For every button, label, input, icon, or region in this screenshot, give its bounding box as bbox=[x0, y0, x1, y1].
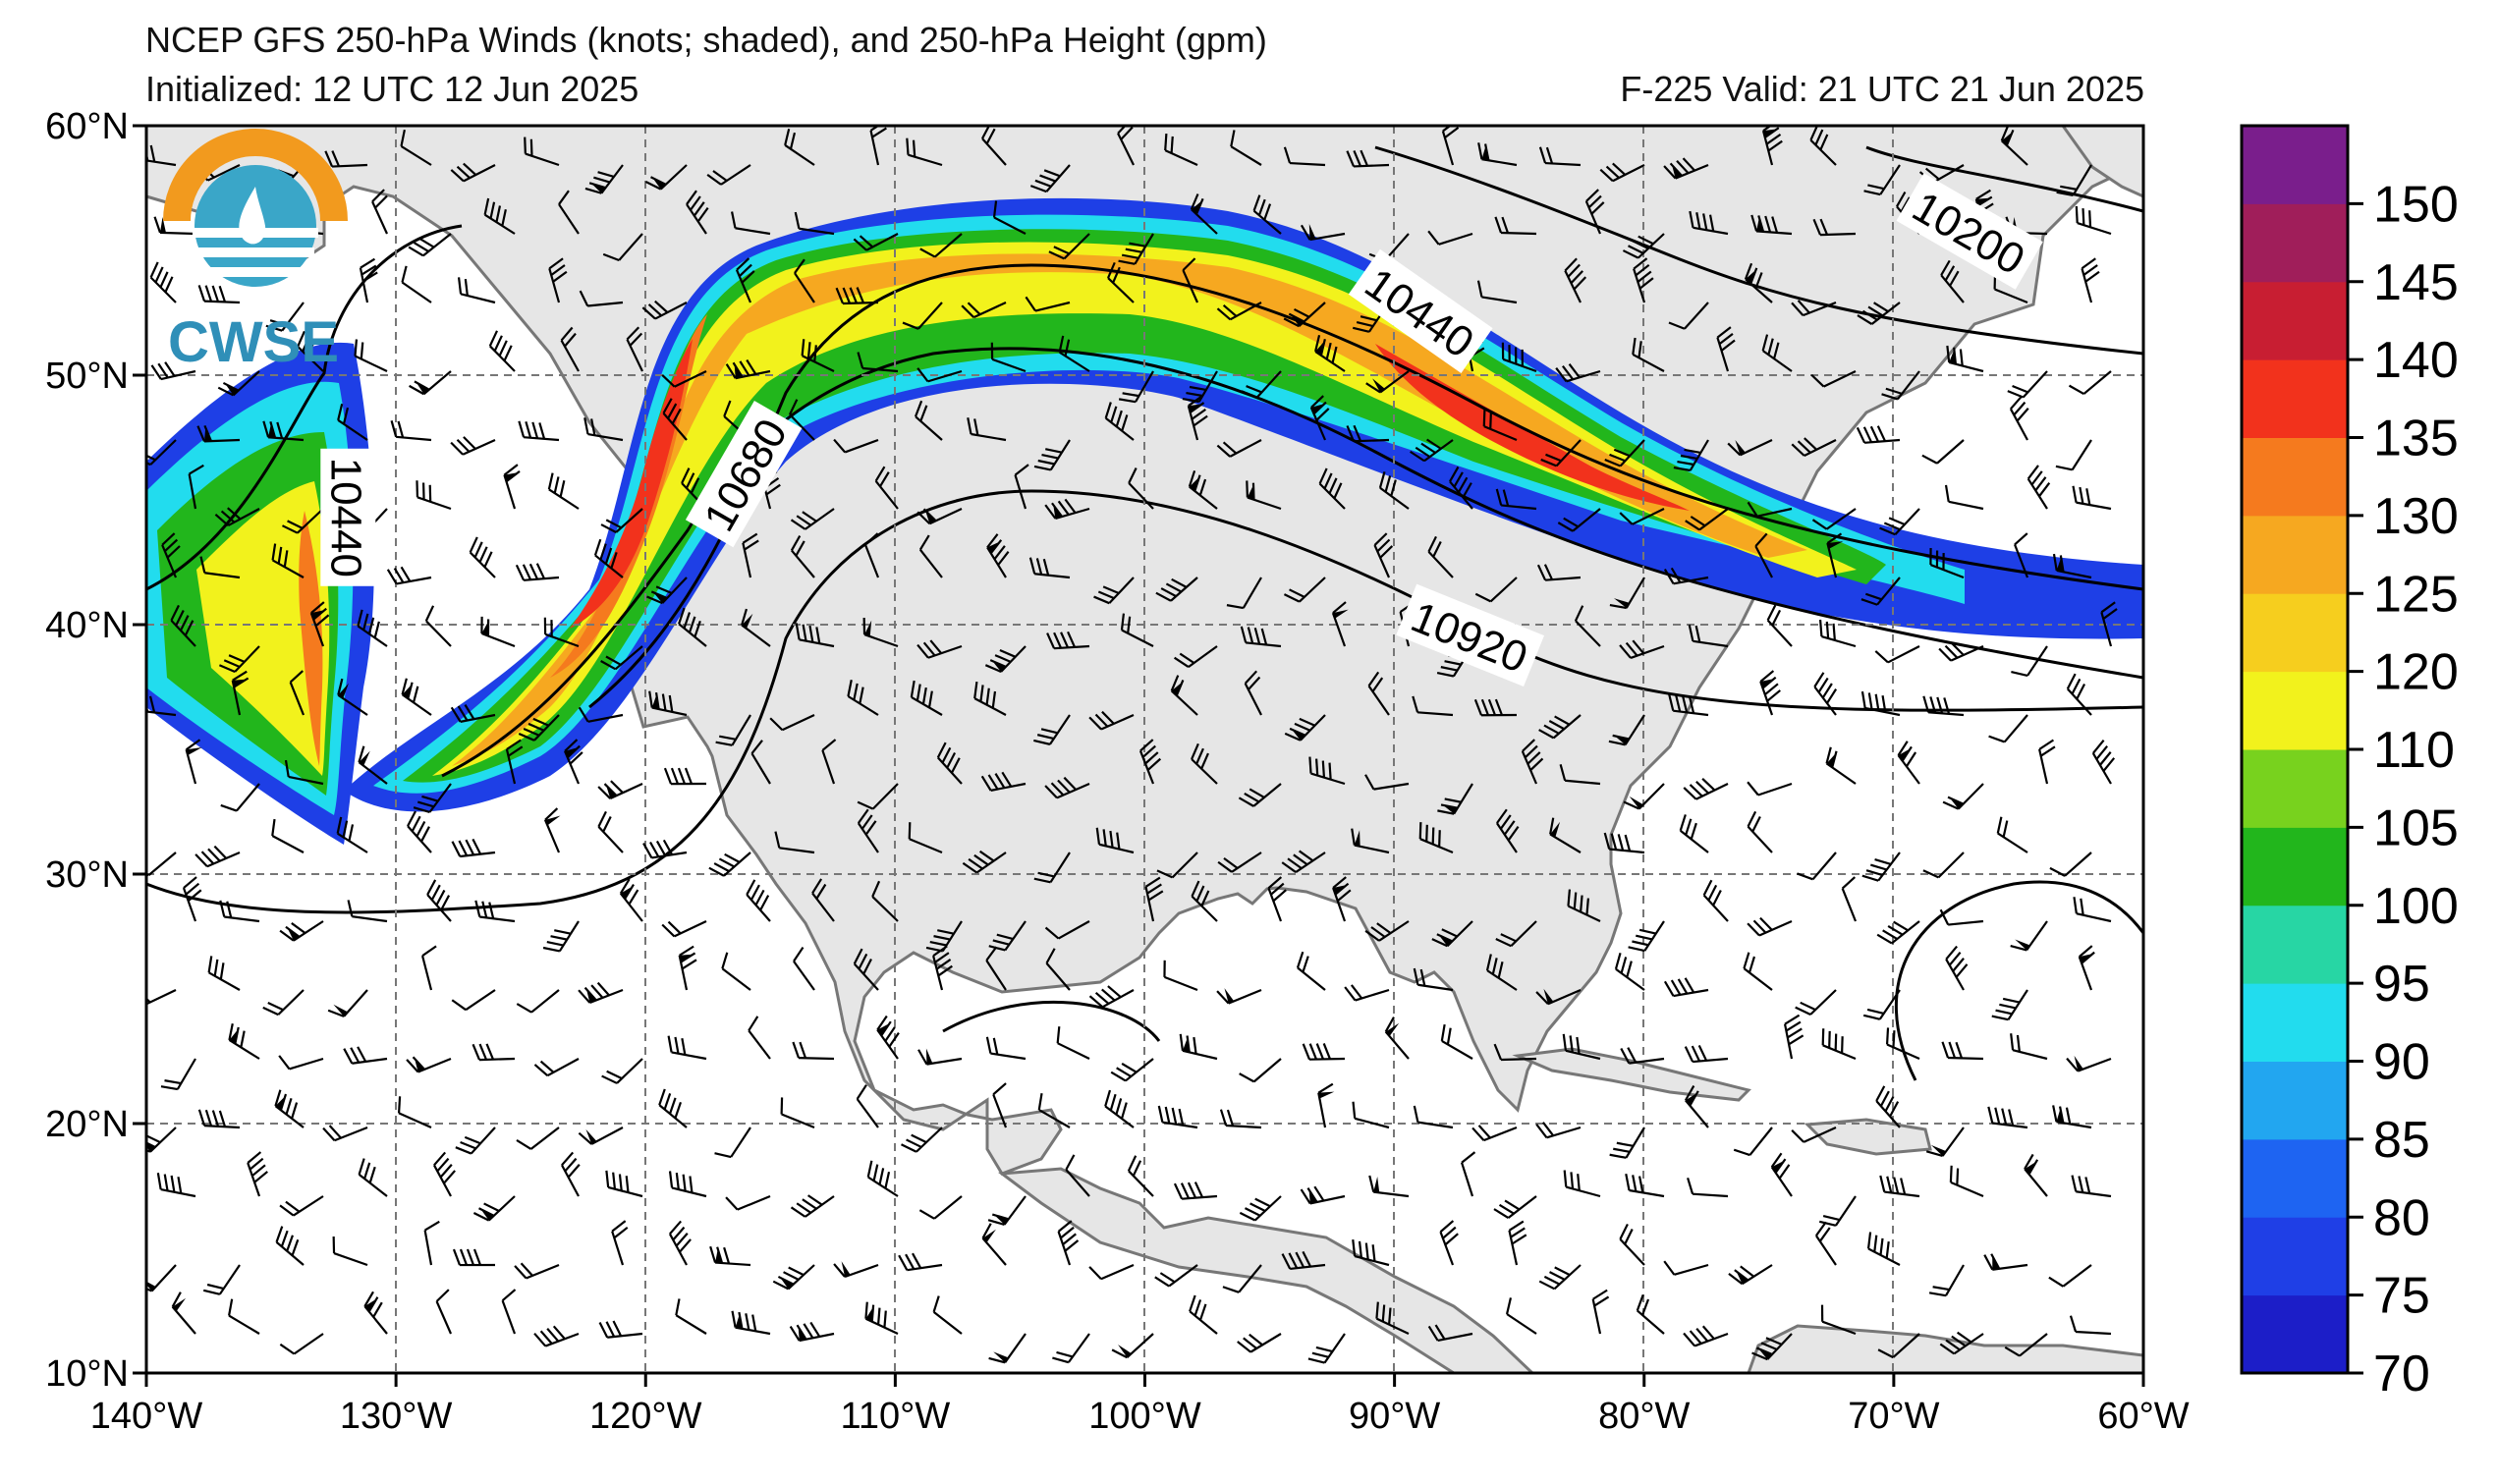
lon-tick-label: 90°W bbox=[1349, 1396, 1440, 1437]
logo-text: CWSE bbox=[168, 310, 339, 374]
west-jet-130 bbox=[299, 511, 323, 766]
colorbar-swatch bbox=[2242, 671, 2348, 750]
central-america-land bbox=[997, 1167, 1535, 1373]
lon-tick-label: 120°W bbox=[589, 1396, 702, 1437]
lon-tick-label: 140°W bbox=[90, 1396, 203, 1437]
colorbar-label: 95 bbox=[2373, 956, 2430, 1013]
lon-tick-label: 130°W bbox=[340, 1396, 453, 1437]
colorbar-label: 80 bbox=[2373, 1189, 2430, 1246]
colorbar-label: 130 bbox=[2373, 488, 2459, 545]
valid-time: F-225 Valid: 21 UTC 21 Jun 2025 bbox=[1620, 69, 2144, 109]
colorbar-label: 105 bbox=[2373, 799, 2459, 856]
colorbar-swatch bbox=[2242, 749, 2348, 828]
lat-tick-label: 30°N bbox=[45, 854, 129, 896]
lon-tick-label: 70°W bbox=[1848, 1396, 1939, 1437]
colorbar-swatch bbox=[2242, 281, 2348, 360]
colorbar-label: 140 bbox=[2373, 332, 2459, 389]
colorbar-label: 75 bbox=[2373, 1268, 2430, 1325]
colorbar-swatch bbox=[2242, 1061, 2348, 1140]
colorbar: 70 75 80 85 90 95 100 105 110 120 125 130 135 140 145 1… bbox=[2240, 124, 2459, 1402]
colorbar-swatch bbox=[2242, 827, 2348, 907]
colorbar-swatch bbox=[2242, 203, 2348, 283]
lat-lon-grid bbox=[146, 126, 2143, 1373]
colorbar-label: 135 bbox=[2373, 411, 2459, 467]
lon-tick-label: 110°W bbox=[841, 1396, 951, 1437]
lat-tick-label: 40°N bbox=[45, 605, 129, 646]
lon-tick-label: 100°W bbox=[1088, 1396, 1201, 1437]
colorbar-swatch bbox=[2242, 905, 2348, 984]
map-title: NCEP GFS 250-hPa Winds (knots; shaded), … bbox=[145, 20, 1267, 60]
jet-band-135 bbox=[570, 339, 693, 629]
jet-band-125 bbox=[452, 253, 1807, 766]
contour-label: 10440 bbox=[320, 448, 376, 586]
colorbar-label: 125 bbox=[2373, 566, 2459, 623]
lat-tick-label: 60°N bbox=[45, 106, 129, 147]
colorbar-swatch bbox=[2242, 126, 2348, 204]
south-america-land bbox=[1747, 1324, 2143, 1373]
svg-text:10440: 10440 bbox=[321, 458, 369, 577]
colorbar-label: 150 bbox=[2373, 176, 2459, 233]
colorbar-swatch bbox=[2242, 1138, 2348, 1218]
cwse-logo: CWSE bbox=[163, 129, 348, 374]
colorbar-label: 120 bbox=[2373, 644, 2459, 701]
colorbar-swatch bbox=[2242, 1217, 2348, 1296]
wind-barbs bbox=[146, 126, 2118, 1364]
colorbar-swatch bbox=[2242, 359, 2348, 438]
colorbar-swatch bbox=[2242, 593, 2348, 673]
colorbar-swatch bbox=[2242, 515, 2348, 594]
cuba-land bbox=[1512, 1047, 1751, 1102]
colorbar-label: 70 bbox=[2373, 1346, 2430, 1402]
init-time: Initialized: 12 UTC 12 Jun 2025 bbox=[145, 69, 639, 109]
colorbar-swatch bbox=[2242, 1294, 2348, 1374]
colorbar-label: 145 bbox=[2373, 254, 2459, 311]
lat-tick-label: 50°N bbox=[45, 356, 129, 397]
colorbar-label: 100 bbox=[2373, 878, 2459, 935]
lon-tick-label: 80°W bbox=[1598, 1396, 1690, 1437]
colorbar-swatch bbox=[2242, 983, 2348, 1062]
colorbar-label: 85 bbox=[2373, 1112, 2430, 1169]
lat-tick-label: 20°N bbox=[45, 1104, 129, 1145]
lon-tick-label: 60°W bbox=[2097, 1396, 2189, 1437]
west-jet-110 bbox=[196, 481, 330, 776]
map-axes: 140°W 130°W 120°W 110°W 100°W 90°W 80°W 70°W 60°… bbox=[45, 106, 2190, 1437]
colorbar-label: 90 bbox=[2373, 1034, 2430, 1091]
lat-tick-label: 10°N bbox=[45, 1353, 129, 1395]
hispaniola-land bbox=[1804, 1118, 1932, 1156]
colorbar-label: 110 bbox=[2373, 722, 2455, 779]
greenland-land bbox=[2061, 126, 2143, 198]
colorbar-swatch bbox=[2242, 437, 2348, 517]
